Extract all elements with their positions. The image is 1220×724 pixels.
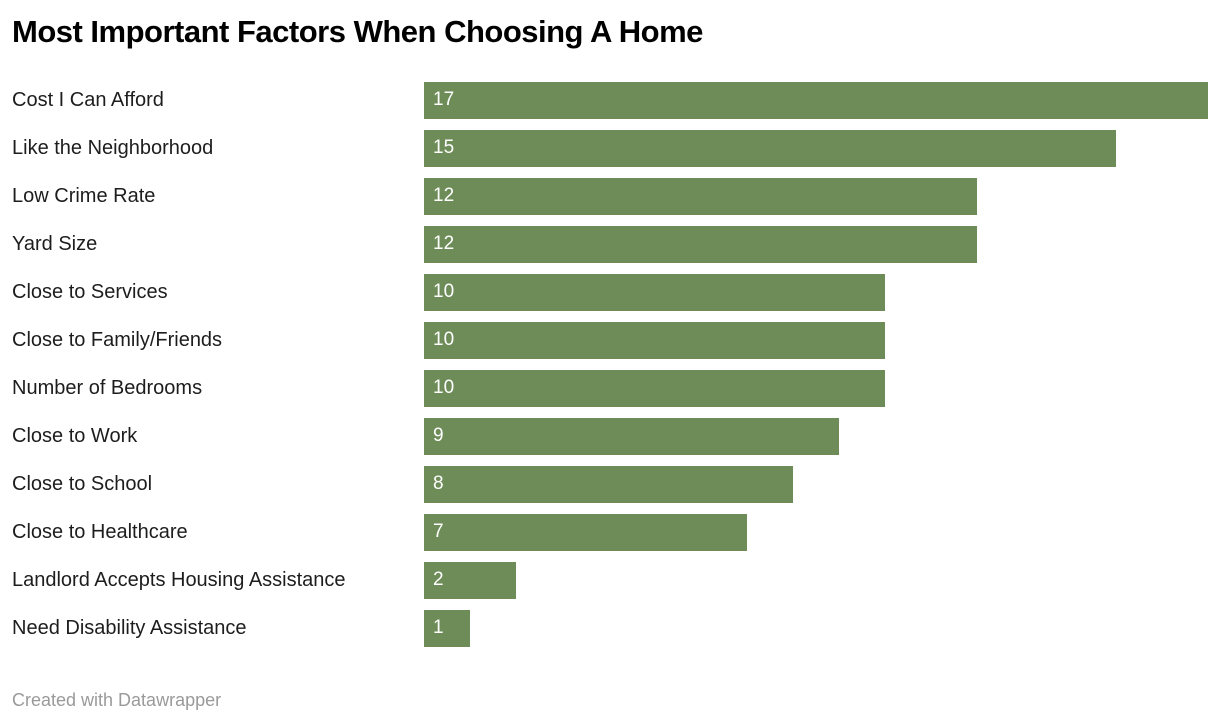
chart-title: Most Important Factors When Choosing A H… (12, 14, 703, 49)
bar-row: Like the Neighborhood 15 (0, 124, 1220, 172)
bar: 1 (424, 609, 471, 647)
bar-row: Close to School 8 (0, 460, 1220, 508)
bar-row: Cost I Can Afford 17 (0, 76, 1220, 124)
category-label: Close to Work (12, 424, 138, 447)
bar-track: 7 (424, 513, 1208, 551)
bar-row: Close to Work 9 (0, 412, 1220, 460)
value-label: 10 (433, 329, 455, 350)
bar-track: 12 (424, 177, 1208, 215)
category-label: Number of Bedrooms (12, 376, 203, 399)
bar-track: 8 (424, 465, 1208, 503)
category-label: Cost I Can Afford (12, 88, 164, 111)
category-label: Close to Healthcare (12, 520, 188, 543)
bar-row: Need Disability Assistance 1 (0, 604, 1220, 652)
bar: 8 (424, 465, 793, 503)
bar: 10 (424, 321, 886, 359)
bar-track: 9 (424, 417, 1208, 455)
category-label: Yard Size (12, 232, 98, 255)
bar: 10 (424, 273, 886, 311)
bar-track: 15 (424, 129, 1208, 167)
value-label: 12 (433, 185, 455, 206)
bar-track: 12 (424, 225, 1208, 263)
category-label: Close to School (12, 472, 153, 495)
value-label: 17 (433, 89, 455, 110)
category-label: Close to Services (12, 280, 168, 303)
bar-row: Landlord Accepts Housing Assistance 2 (0, 556, 1220, 604)
category-label: Close to Family/Friends (12, 328, 223, 351)
bar: 2 (424, 561, 517, 599)
bar: 17 (424, 81, 1208, 119)
category-label: Low Crime Rate (12, 184, 156, 207)
bar: 12 (424, 225, 978, 263)
value-label: 15 (433, 137, 455, 158)
bar: 7 (424, 513, 747, 551)
bar-track: 2 (424, 561, 1208, 599)
value-label: 10 (433, 377, 455, 398)
category-label: Landlord Accepts Housing Assistance (12, 568, 346, 591)
bar-track: 10 (424, 321, 1208, 359)
value-label: 12 (433, 233, 455, 254)
bar-row: Yard Size 12 (0, 220, 1220, 268)
bar: 12 (424, 177, 978, 215)
bar-track: 1 (424, 609, 1208, 647)
bar: 15 (424, 129, 1116, 167)
category-label: Like the Neighborhood (12, 136, 214, 159)
value-label: 10 (433, 281, 455, 302)
bar-track: 10 (424, 369, 1208, 407)
value-label: 9 (433, 425, 444, 446)
category-label: Need Disability Assistance (12, 616, 247, 639)
bar-row: Close to Services 10 (0, 268, 1220, 316)
attribution-text: Created with Datawrapper (12, 690, 222, 710)
bar: 10 (424, 369, 886, 407)
value-label: 2 (433, 569, 444, 590)
value-label: 7 (433, 521, 444, 542)
bar-row: Close to Healthcare 7 (0, 508, 1220, 556)
bar-track: 17 (424, 81, 1208, 119)
bar: 9 (424, 417, 840, 455)
bar-row: Low Crime Rate 12 (0, 172, 1220, 220)
value-label: 8 (433, 473, 444, 494)
bar-row: Close to Family/Friends 10 (0, 316, 1220, 364)
value-label: 1 (433, 617, 444, 638)
bar-track: 10 (424, 273, 1208, 311)
bar-row: Number of Bedrooms 10 (0, 364, 1220, 412)
bar-chart: Cost I Can Afford 17 Like the Neighborhood… (0, 76, 1220, 652)
